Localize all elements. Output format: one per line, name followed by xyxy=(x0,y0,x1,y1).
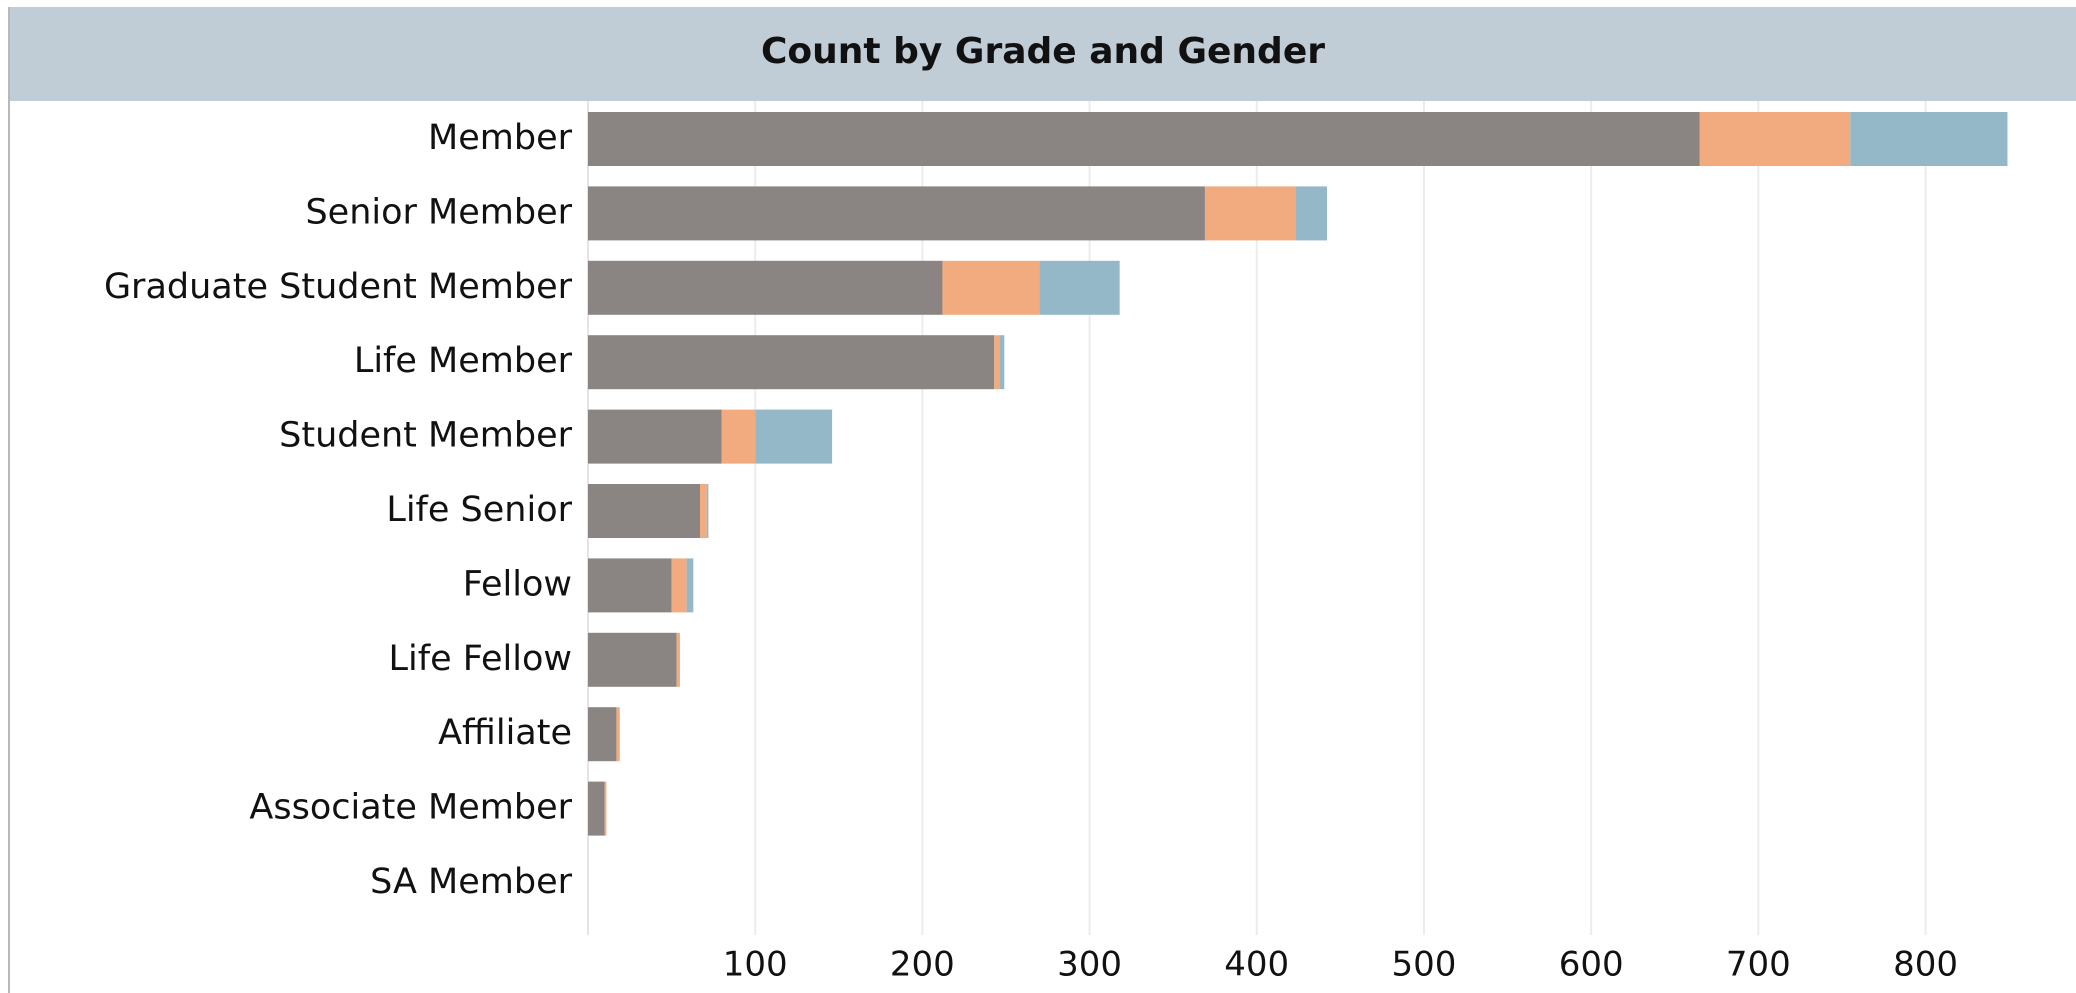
title-band xyxy=(8,7,2076,101)
bar-segment xyxy=(588,335,995,390)
bar-segment xyxy=(994,335,1000,390)
bar-segment xyxy=(942,260,1040,315)
bar-segment xyxy=(686,558,694,613)
y-tick-label: Member xyxy=(428,118,573,158)
bar-segment xyxy=(588,409,722,464)
bar-segment xyxy=(755,409,833,464)
bar-segment xyxy=(588,260,943,315)
bar-segment xyxy=(588,707,617,762)
chart-title: Count by Grade and Gender xyxy=(761,31,1325,72)
x-tick-label: 100 xyxy=(723,945,788,985)
bar-segment xyxy=(588,781,605,836)
bar-segment xyxy=(721,409,756,464)
bar-segment xyxy=(604,781,607,836)
x-tick-label: 500 xyxy=(1392,945,1457,985)
y-tick-label: Fellow xyxy=(463,564,572,604)
bar-segment xyxy=(1204,186,1296,241)
x-tick-label: 300 xyxy=(1057,945,1122,985)
y-tick-label: SA Member xyxy=(370,862,573,902)
y-tick-label: Life Senior xyxy=(386,490,572,530)
bar-segment xyxy=(1295,186,1327,241)
bar-segment xyxy=(588,186,1205,241)
y-tick-label: Associate Member xyxy=(249,788,572,828)
bar-segment xyxy=(706,484,709,538)
x-tick-label: 200 xyxy=(890,945,955,985)
x-tick-label: 800 xyxy=(1893,945,1958,985)
bar-segment xyxy=(588,558,672,613)
bar-segment xyxy=(588,112,1700,166)
bar-segment xyxy=(676,632,680,687)
bar-segment xyxy=(1039,260,1120,315)
x-tick-label: 400 xyxy=(1224,945,1289,985)
bar-segment xyxy=(588,484,701,538)
bar-segment xyxy=(700,484,707,538)
x-tick-label: 700 xyxy=(1726,945,1791,985)
y-tick-label: Student Member xyxy=(279,416,572,456)
bar-segment xyxy=(1699,112,1851,166)
bar-segment xyxy=(671,558,687,613)
y-tick-label: Life Fellow xyxy=(389,639,572,679)
bar-segment xyxy=(588,632,677,687)
y-tick-label: Senior Member xyxy=(305,192,572,232)
y-tick-label: Affiliate xyxy=(438,713,572,753)
y-tick-label: Graduate Student Member xyxy=(104,267,573,307)
y-tick-label: Life Member xyxy=(354,341,573,381)
x-tick-label: 600 xyxy=(1559,945,1624,985)
bar-segment xyxy=(999,335,1005,390)
bar-segment xyxy=(616,707,620,762)
bar-segment xyxy=(1850,112,2008,166)
